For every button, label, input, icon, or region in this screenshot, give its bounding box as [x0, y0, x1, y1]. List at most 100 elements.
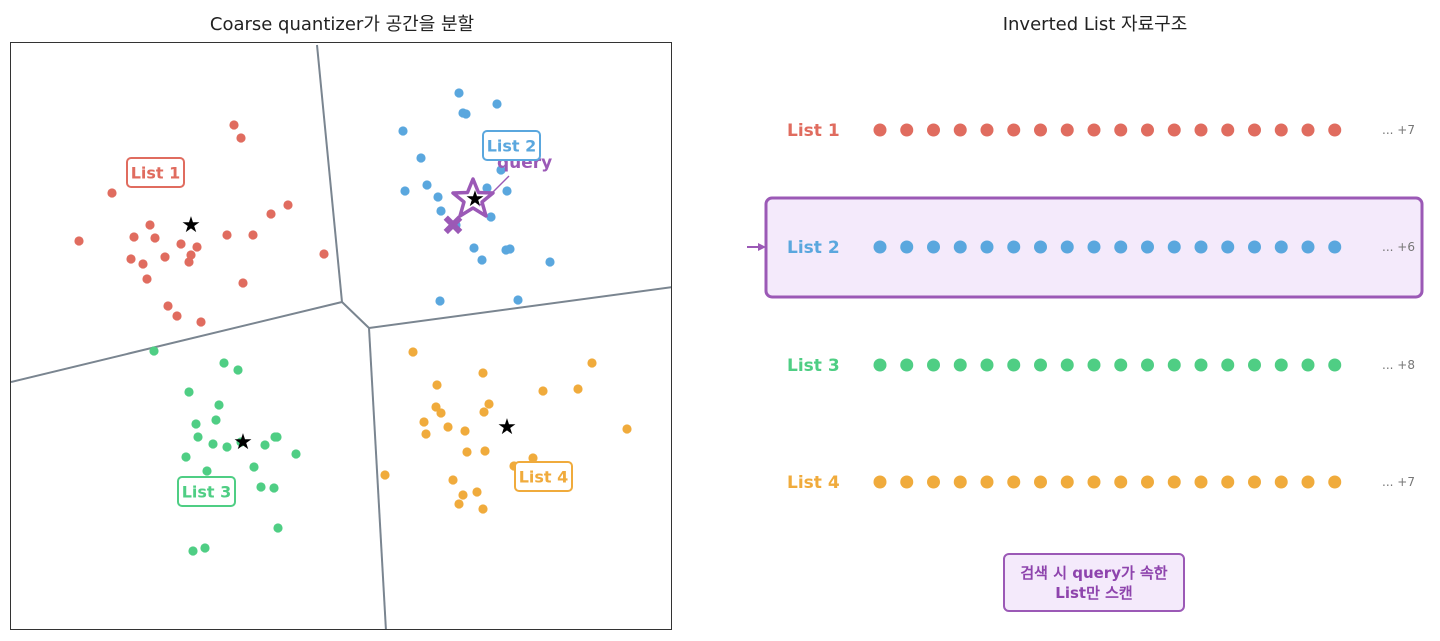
- list-entry-dot: [1114, 240, 1128, 254]
- list-entry-dot: [1274, 358, 1288, 372]
- list-entry-dot: [873, 358, 887, 372]
- list-entry-dot: [1328, 240, 1342, 254]
- point-list-1: [142, 274, 152, 284]
- point-list-2: [482, 183, 492, 193]
- scan-note: 검색 시 query가 속한 List만 스캔: [1003, 553, 1185, 612]
- list-entry-dot: [980, 475, 994, 489]
- list-entry-dot: [1301, 123, 1315, 137]
- scan-note-line-2: List만 스캔: [1055, 583, 1133, 602]
- cluster-label-list-2: List 2: [487, 137, 537, 156]
- list-entry-dot: [1221, 123, 1235, 137]
- point-list-1: [138, 259, 148, 269]
- query-star-outline-icon: [451, 177, 495, 218]
- point-list-1: [129, 232, 139, 242]
- list-entry-dot: [900, 240, 914, 254]
- point-list-2: [502, 186, 512, 196]
- list-entry-dot: [1007, 475, 1021, 489]
- point-list-3: [291, 449, 301, 459]
- point-list-4: [454, 499, 464, 509]
- list-entry-dot: [1301, 240, 1315, 254]
- list-entry-dot: [1141, 358, 1154, 372]
- inverted-list-diagram: List 1 ... +7 List 2 ... +6 List 3 ... +8 List…: [747, 121, 1424, 493]
- point-list-2: [422, 180, 432, 190]
- list-entry-dot: [1328, 358, 1342, 372]
- inverted-lists: List 1 ... +7 List 2 ... +6 List 3 ... +8 List…: [747, 121, 1424, 493]
- point-list-2: [451, 220, 461, 230]
- list-entry-dot: [1194, 123, 1208, 137]
- point-list-3: [236, 437, 246, 447]
- list-entry-dot: [1328, 123, 1342, 137]
- list-entry-dot: [953, 358, 967, 372]
- point-list-4: [528, 453, 538, 463]
- arrow-right-icon: [758, 243, 766, 251]
- point-list-3: [249, 462, 259, 472]
- point-list-1: [196, 317, 206, 327]
- point-list-4: [538, 386, 548, 396]
- list-entry-dot: [1034, 358, 1047, 372]
- list-entry-dot: [1034, 475, 1047, 489]
- point-list-4: [478, 368, 488, 378]
- point-list-4: [408, 347, 418, 357]
- point-list-3: [181, 452, 191, 462]
- point-list-3: [272, 432, 282, 442]
- list-entry-dot: [980, 240, 994, 254]
- point-list-4: [472, 487, 482, 497]
- list-entry-dot: [1301, 358, 1315, 372]
- data-points: [74, 88, 632, 556]
- point-list-1: [126, 254, 136, 264]
- list-label-1: List 1: [787, 121, 840, 141]
- list-entry-dot: [873, 475, 887, 489]
- list-entry-dot: [1221, 475, 1235, 489]
- list-entry-dot: [1274, 240, 1288, 254]
- list-more-count-4: ... +7: [1382, 475, 1415, 489]
- centroids: ★ ★ ★ ★: [181, 187, 517, 455]
- query-pointer-line: [478, 175, 510, 207]
- boundary-line: [368, 286, 671, 329]
- point-list-2: [469, 243, 479, 253]
- list-entry-dot: [953, 240, 967, 254]
- list-entry-dot: [1248, 358, 1261, 372]
- scan-note-line-1: 검색 시 query가 속한: [1020, 563, 1168, 582]
- list-entry-dot: [1328, 475, 1342, 489]
- boundary-line: [341, 301, 370, 329]
- list-more-count-3: ... +8: [1382, 358, 1415, 372]
- list-entry-dot: [927, 475, 940, 489]
- point-list-4: [380, 470, 390, 480]
- list-entry-dot: [980, 123, 994, 137]
- point-list-4: [436, 408, 446, 418]
- right-panel-title: Inverted List 자료구조: [1002, 14, 1188, 35]
- point-list-3: [260, 440, 270, 450]
- point-list-4: [573, 384, 583, 394]
- cluster-label-list-1: List 1: [131, 164, 181, 183]
- list-entry-dot: [1301, 475, 1315, 489]
- list-entry-dot: [1060, 475, 1074, 489]
- list-entry-dot: [900, 358, 914, 372]
- list-entry-dot: [873, 123, 887, 137]
- left-panel-title: Coarse quantizer가 공간을 분할: [209, 14, 475, 35]
- list-entry-dot: [1060, 358, 1074, 372]
- boundary-line: [11, 301, 343, 383]
- list-entry-dot: [1167, 475, 1181, 489]
- point-list-3: [222, 442, 232, 452]
- point-list-4: [479, 407, 489, 417]
- point-list-1: [222, 230, 232, 240]
- point-list-3: [188, 546, 198, 556]
- point-list-1: [248, 230, 258, 240]
- list-entry-dot: [1034, 123, 1047, 137]
- list-entry-dot: [1114, 123, 1128, 137]
- list-entry-dot: [1060, 240, 1074, 254]
- boundary-line: [368, 327, 387, 629]
- list-entry-dot: [900, 123, 914, 137]
- point-list-1: [192, 242, 202, 252]
- list-entry-dot: [927, 123, 940, 137]
- cluster-label-box-list-2: [482, 130, 541, 161]
- point-list-1: [145, 220, 155, 230]
- list-entry-dot: [953, 123, 967, 137]
- list-entry-dot: [1248, 240, 1261, 254]
- list-entry-dot: [1087, 240, 1101, 254]
- point-list-3: [219, 358, 229, 368]
- point-list-1: [184, 257, 194, 267]
- point-list-4: [460, 426, 470, 436]
- list-entry-dot: [1141, 123, 1154, 137]
- list-entry-dot: [1114, 475, 1128, 489]
